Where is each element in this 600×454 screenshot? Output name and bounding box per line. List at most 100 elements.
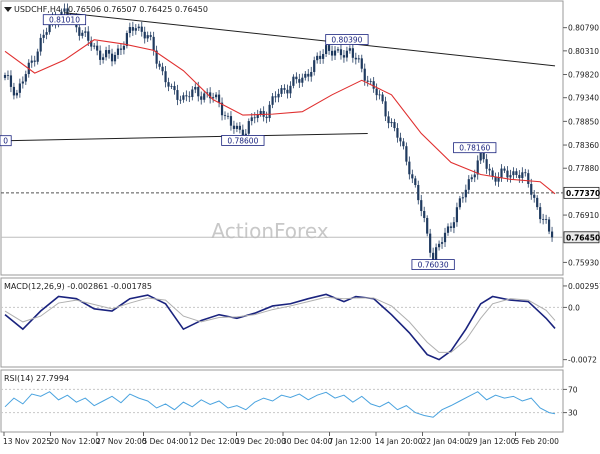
candle-body (229, 116, 233, 126)
candle-body (435, 247, 438, 261)
macd-panel-frame (0, 277, 564, 368)
candle-body (179, 99, 182, 101)
candle-body (45, 32, 48, 35)
candle-body (185, 95, 188, 97)
candle-body (295, 76, 298, 80)
rsi-layer (1, 388, 563, 418)
candle-body (48, 22, 51, 33)
candle-body (274, 96, 277, 98)
candle-body (545, 219, 548, 220)
candle-body (473, 174, 476, 178)
macd-title: MACD(12,26,9) -0.002861 -0.001785 (4, 282, 152, 291)
candle-body (313, 60, 316, 72)
candle-body (491, 170, 494, 177)
rsi-axis-label: 30 (568, 409, 578, 418)
candle-body (253, 117, 256, 119)
candle-body (206, 92, 209, 94)
candle-body (542, 219, 545, 220)
candle-body (12, 86, 16, 96)
candle-body (342, 55, 346, 58)
price-axis-label: 0.76910 (568, 211, 599, 220)
candle-body (354, 57, 357, 60)
candle-body (119, 48, 123, 50)
candle-body (238, 125, 241, 130)
candle-body (81, 32, 84, 36)
reference-line-label: 0.77370 (566, 189, 600, 198)
symbol-triangle-icon (4, 7, 12, 12)
time-axis-label: 14 Jan 20:00 (375, 437, 423, 446)
candle-body (396, 128, 399, 138)
candle-body (405, 146, 408, 162)
candle-body (6, 75, 10, 76)
candle-body (426, 217, 429, 234)
candle-body (324, 45, 328, 55)
candle-body (319, 55, 322, 59)
candle-body (256, 114, 259, 119)
candle-body (506, 170, 509, 178)
candle-body (134, 28, 137, 31)
price-layer: 0.81010 0.80390 0.78600 0.78160 0.76030 0 (0, 3, 563, 270)
candle-body (9, 75, 13, 87)
price-axis-label: 0.78360 (568, 141, 599, 150)
candle-body (336, 49, 340, 51)
candle-body (158, 63, 161, 67)
macd-axis-label: -0.0072 (568, 356, 597, 365)
candle-body (188, 96, 191, 98)
candle-body (232, 125, 236, 129)
time-axis-label: 30 Dec 04:00 (282, 437, 333, 446)
candle-body (113, 54, 117, 62)
candle-body (411, 174, 414, 179)
candle-body (235, 125, 239, 129)
candle-body (455, 207, 459, 223)
candle-body (521, 172, 524, 179)
candle-body (322, 54, 325, 59)
candle-body (137, 26, 140, 29)
candle-body (384, 101, 387, 117)
candle-body (167, 82, 170, 87)
ohlc-label: 0.76506 0.76507 0.76425 0.76450 (68, 5, 208, 14)
candle-body (128, 27, 131, 34)
price-annotation-box (221, 135, 265, 146)
candle-body (330, 50, 334, 56)
candle-body (220, 102, 224, 116)
candle-body (3, 75, 7, 78)
candle-body (39, 37, 42, 52)
time-axis-label: 20 Nov 12:00 (50, 437, 101, 446)
candle-body (393, 122, 396, 129)
candle-body (140, 26, 143, 32)
candle-body (440, 242, 444, 244)
candle-body (122, 45, 126, 50)
macd-axis-label: 0.0 (568, 303, 580, 312)
candle-body (369, 81, 372, 82)
macd-axis-label: 0.002957 (568, 282, 600, 291)
candle-body (96, 45, 99, 51)
candle-body (268, 104, 271, 119)
time-axis-label: 22 Jan 04:00 (422, 437, 470, 446)
price-annotation-box (411, 259, 455, 270)
candle-body (30, 60, 33, 63)
candle-body (289, 85, 292, 94)
candle-body (36, 51, 39, 62)
candle-body (102, 57, 105, 60)
rsi-title: RSI(14) 27.7994 (4, 374, 69, 383)
candle-body (125, 33, 128, 46)
candle-body (15, 92, 18, 96)
candle-body (277, 93, 280, 98)
candle-body (217, 94, 221, 103)
candle-body (470, 177, 473, 180)
time-axis-label: 19 Dec 20:00 (236, 437, 287, 446)
candle-body (298, 79, 301, 83)
candle-body (547, 219, 551, 232)
price-axis-label: 0.79340 (568, 94, 599, 103)
time-axis-label: 13 Nov 2025 (3, 437, 51, 446)
candle-body (530, 183, 533, 195)
candle-body (363, 68, 366, 81)
candle-body (550, 231, 554, 238)
macd-line (4, 293, 556, 361)
candle-body (116, 48, 120, 55)
candle-body (214, 94, 218, 98)
candle-body (170, 85, 173, 87)
candle-body (173, 85, 176, 91)
candle-body (351, 48, 354, 58)
candle-body (176, 90, 179, 100)
